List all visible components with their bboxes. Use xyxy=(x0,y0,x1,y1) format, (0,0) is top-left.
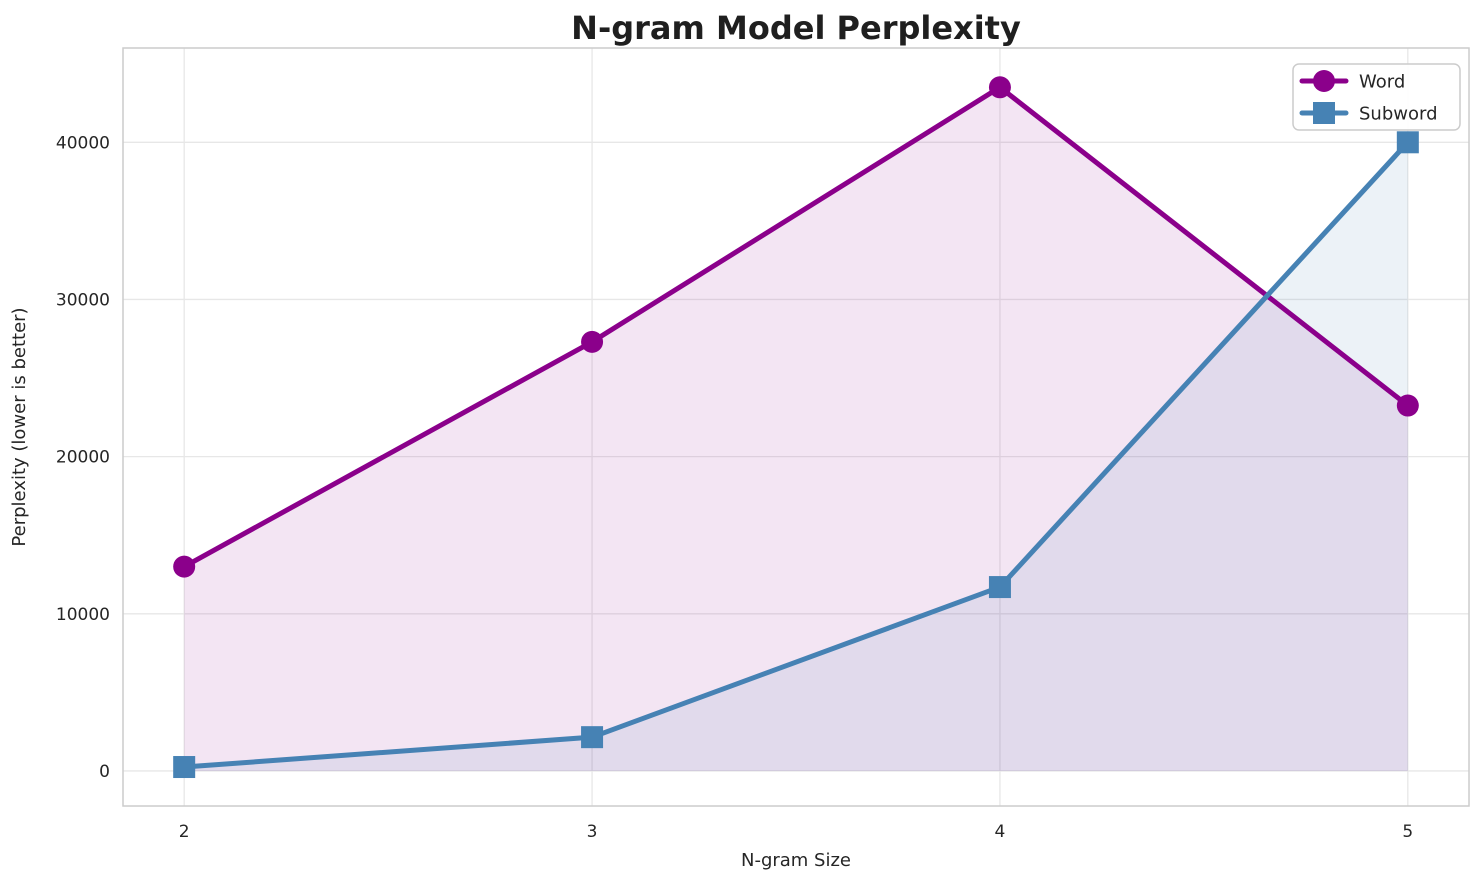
x-tick-label: 5 xyxy=(1402,822,1413,842)
legend-item-word: Word xyxy=(1299,70,1405,93)
word-marker-point xyxy=(173,555,196,578)
tick-layer: 0 10000 20000 30000 40000 2 3 4 5 xyxy=(56,133,1413,842)
word-fill-area xyxy=(184,87,1408,771)
legend: Word Subword xyxy=(1292,63,1461,131)
subword-marker-point xyxy=(173,756,196,779)
subword-fill-area xyxy=(184,142,1408,771)
subword-marker-point xyxy=(1396,131,1419,154)
word-marker-point xyxy=(581,330,604,353)
legend-label: Word xyxy=(1359,72,1405,93)
legend-item-subword: Subword xyxy=(1299,102,1438,125)
y-tick-label: 0 xyxy=(99,762,110,782)
y-tick-label: 40000 xyxy=(56,133,110,153)
spine-layer xyxy=(122,47,1470,807)
line-layer xyxy=(181,84,1411,770)
word-marker-point xyxy=(988,76,1011,99)
marker-layer xyxy=(173,76,1419,779)
subword-legend-marker xyxy=(1313,102,1335,124)
y-tick-label: 20000 xyxy=(56,448,110,468)
y-axis-label: Perplexity (lower is better) xyxy=(9,307,30,546)
x-axis-label: N-gram Size xyxy=(741,850,851,871)
word-line xyxy=(181,84,1411,570)
fill-layer xyxy=(184,87,1408,771)
y-tick-label: 30000 xyxy=(56,290,110,310)
word-marker-point xyxy=(1396,394,1419,417)
subword-marker-point xyxy=(581,726,604,749)
plot-border xyxy=(122,47,1470,807)
word-legend-marker xyxy=(1313,70,1335,92)
chart-title: N-gram Model Perplexity xyxy=(571,9,1021,47)
x-tick-label: 4 xyxy=(995,822,1006,842)
subword-line xyxy=(181,139,1411,770)
legend-label: Subword xyxy=(1359,104,1438,125)
x-tick-label: 3 xyxy=(587,822,598,842)
grid-layer xyxy=(123,48,1469,806)
subword-marker-point xyxy=(988,576,1011,599)
x-tick-label: 2 xyxy=(179,822,190,842)
y-tick-label: 10000 xyxy=(56,605,110,625)
